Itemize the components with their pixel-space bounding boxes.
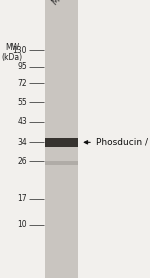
- Text: 10: 10: [17, 220, 27, 229]
- Text: Mouse eye: Mouse eye: [51, 0, 90, 7]
- Text: 43: 43: [17, 117, 27, 126]
- Text: Phosducin / PDC: Phosducin / PDC: [96, 138, 150, 147]
- Bar: [45, 161, 78, 165]
- Text: 55: 55: [17, 98, 27, 107]
- Text: MW
(kDa): MW (kDa): [2, 43, 22, 63]
- Bar: [45, 0, 78, 278]
- Text: 130: 130: [12, 46, 27, 54]
- Text: 95: 95: [17, 62, 27, 71]
- Text: 26: 26: [17, 157, 27, 166]
- Text: 17: 17: [17, 194, 27, 203]
- Bar: [45, 138, 78, 147]
- Text: 34: 34: [17, 138, 27, 147]
- Text: 72: 72: [17, 79, 27, 88]
